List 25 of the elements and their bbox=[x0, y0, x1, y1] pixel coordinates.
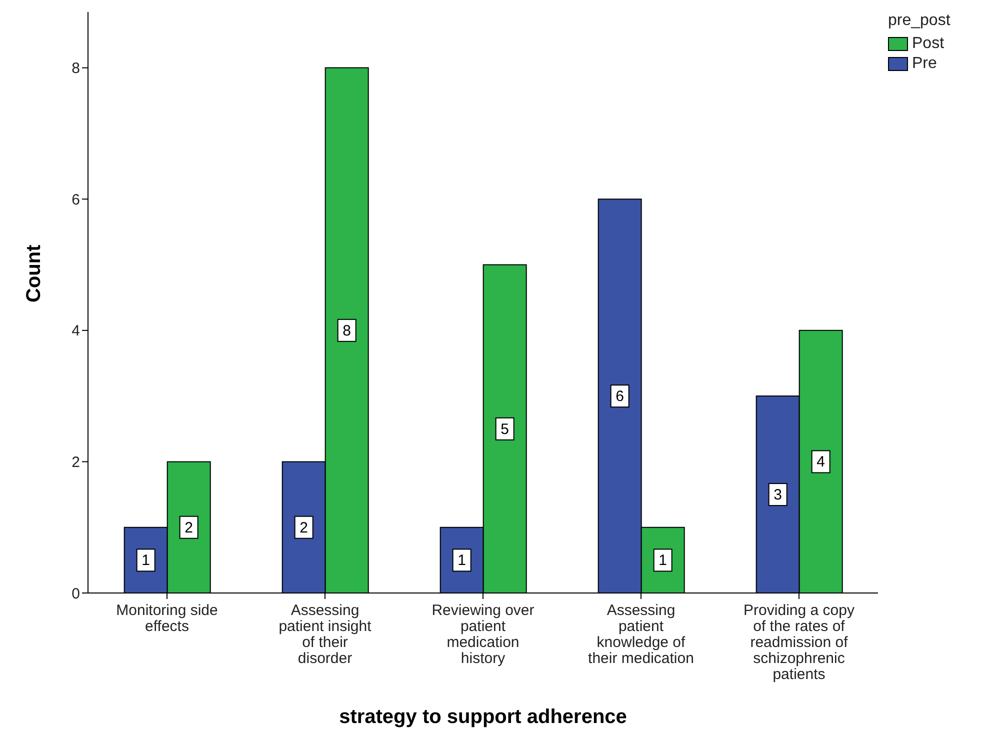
legend-title: pre_post bbox=[888, 12, 952, 30]
data-label: 1 bbox=[658, 552, 668, 570]
legend-label: Post bbox=[912, 35, 944, 53]
y-tick-label: 2 bbox=[72, 454, 80, 472]
x-tick-label: Assessing patient insight of their disorder bbox=[278, 602, 372, 667]
data-label: 8 bbox=[342, 322, 352, 340]
data-label: 2 bbox=[184, 519, 194, 536]
y-tick-label: 8 bbox=[72, 60, 80, 78]
data-label: 6 bbox=[616, 388, 624, 406]
x-tick-label: Assessing patient knowledge of their medication bbox=[588, 602, 694, 667]
data-label: 3 bbox=[774, 486, 782, 504]
data-label: 2 bbox=[300, 519, 308, 536]
x-axis-title: strategy to support adherence bbox=[339, 706, 627, 728]
data-label: 4 bbox=[816, 454, 826, 471]
x-tick-label: Providing a copy of the rates of readmission of schizophrenic patients bbox=[744, 602, 855, 683]
y-axis-title: Count bbox=[23, 244, 46, 302]
y-tick-label: 4 bbox=[72, 322, 80, 340]
x-tick-label: Reviewing over patient medication history bbox=[432, 602, 534, 667]
x-tick-label: Monitoring side effects bbox=[116, 602, 218, 635]
legend-label: Pre bbox=[912, 55, 937, 73]
data-label: 1 bbox=[458, 552, 466, 570]
y-tick-label: 6 bbox=[72, 191, 80, 208]
data-label: 5 bbox=[500, 420, 510, 438]
y-tick-label: 0 bbox=[72, 585, 80, 602]
data-label: 1 bbox=[142, 552, 150, 570]
